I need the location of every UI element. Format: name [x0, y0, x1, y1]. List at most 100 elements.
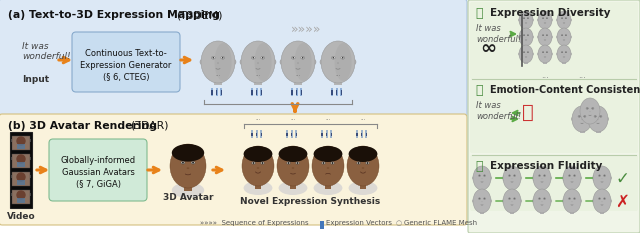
Bar — [211, 88, 213, 96]
Ellipse shape — [527, 52, 529, 53]
Text: »»»»  Sequence of Expressions: »»»» Sequence of Expressions — [200, 220, 308, 226]
FancyBboxPatch shape — [470, 155, 638, 211]
Text: 👍: 👍 — [475, 84, 483, 97]
Ellipse shape — [312, 146, 344, 186]
Ellipse shape — [484, 175, 485, 176]
Bar — [184, 180, 191, 191]
Text: (b) 3D Avatar Rendering: (b) 3D Avatar Rendering — [8, 121, 161, 131]
Text: Expression Vectors: Expression Vectors — [326, 220, 392, 226]
Bar — [509, 186, 515, 191]
Bar — [540, 186, 544, 191]
FancyBboxPatch shape — [49, 139, 147, 201]
Circle shape — [147, 58, 154, 65]
Text: ✗: ✗ — [615, 193, 629, 211]
Bar — [563, 60, 566, 64]
Bar — [340, 88, 342, 96]
Ellipse shape — [542, 52, 544, 53]
Ellipse shape — [544, 198, 545, 199]
Ellipse shape — [572, 118, 573, 120]
Bar — [321, 133, 323, 136]
Ellipse shape — [542, 35, 544, 36]
Ellipse shape — [573, 175, 575, 176]
Ellipse shape — [557, 11, 571, 29]
Bar — [30, 139, 31, 142]
Ellipse shape — [323, 162, 324, 164]
Text: Expression Diversity: Expression Diversity — [490, 8, 611, 18]
Ellipse shape — [562, 35, 563, 36]
Bar — [253, 77, 262, 85]
Ellipse shape — [519, 28, 533, 46]
Ellipse shape — [604, 198, 605, 199]
Bar — [360, 179, 366, 189]
Ellipse shape — [533, 189, 551, 213]
Ellipse shape — [518, 53, 520, 55]
Text: ...: ... — [291, 116, 296, 121]
Ellipse shape — [327, 167, 329, 169]
Ellipse shape — [571, 36, 572, 38]
Bar — [294, 77, 302, 85]
Bar — [216, 90, 218, 95]
FancyBboxPatch shape — [72, 32, 180, 92]
Ellipse shape — [594, 116, 596, 117]
Bar — [301, 90, 302, 95]
Ellipse shape — [589, 111, 591, 112]
Ellipse shape — [565, 35, 567, 36]
Text: Novel Expression Synthesis: Novel Expression Synthesis — [240, 197, 380, 206]
Ellipse shape — [563, 189, 581, 213]
Bar — [12, 136, 30, 150]
Bar — [220, 88, 222, 96]
Ellipse shape — [191, 161, 195, 164]
Text: Video: Video — [6, 212, 35, 221]
Bar — [17, 162, 25, 167]
Bar — [330, 130, 332, 138]
Ellipse shape — [574, 198, 575, 199]
Text: ...: ... — [296, 72, 301, 77]
Ellipse shape — [562, 18, 563, 19]
Ellipse shape — [479, 198, 481, 199]
Ellipse shape — [358, 162, 359, 164]
Ellipse shape — [591, 118, 593, 120]
Ellipse shape — [513, 198, 515, 199]
Ellipse shape — [472, 200, 474, 202]
Bar — [509, 209, 515, 214]
Ellipse shape — [557, 28, 571, 46]
Ellipse shape — [611, 200, 612, 202]
Ellipse shape — [532, 36, 533, 38]
Circle shape — [95, 177, 102, 184]
Bar — [256, 90, 257, 95]
Bar — [336, 88, 337, 96]
Ellipse shape — [592, 108, 594, 109]
Ellipse shape — [579, 116, 580, 117]
Bar — [365, 133, 367, 136]
Bar — [260, 130, 262, 138]
Ellipse shape — [518, 36, 520, 38]
Bar — [524, 60, 528, 64]
Bar — [332, 90, 333, 95]
Ellipse shape — [532, 53, 533, 55]
Ellipse shape — [278, 181, 307, 195]
Ellipse shape — [604, 198, 605, 199]
Bar — [300, 88, 302, 96]
Bar — [321, 130, 323, 138]
Ellipse shape — [527, 18, 529, 19]
Ellipse shape — [244, 181, 273, 195]
Ellipse shape — [490, 177, 492, 179]
Ellipse shape — [222, 57, 223, 59]
Ellipse shape — [354, 60, 356, 64]
Ellipse shape — [514, 198, 515, 199]
Ellipse shape — [484, 198, 486, 199]
Bar — [295, 130, 297, 138]
Text: Continuous Text-to-
Expression Generator
(§ 6, CTEG): Continuous Text-to- Expression Generator… — [80, 49, 172, 82]
Bar — [296, 133, 297, 136]
Ellipse shape — [201, 41, 235, 83]
Ellipse shape — [479, 198, 480, 199]
FancyBboxPatch shape — [470, 2, 638, 79]
Bar — [361, 130, 362, 138]
Text: ○: ○ — [396, 220, 402, 226]
Bar — [10, 175, 12, 178]
Text: Emotion-Content Consistency: Emotion-Content Consistency — [490, 85, 640, 95]
Ellipse shape — [240, 60, 242, 64]
Ellipse shape — [519, 45, 533, 63]
Bar — [291, 130, 292, 138]
Ellipse shape — [524, 18, 525, 19]
